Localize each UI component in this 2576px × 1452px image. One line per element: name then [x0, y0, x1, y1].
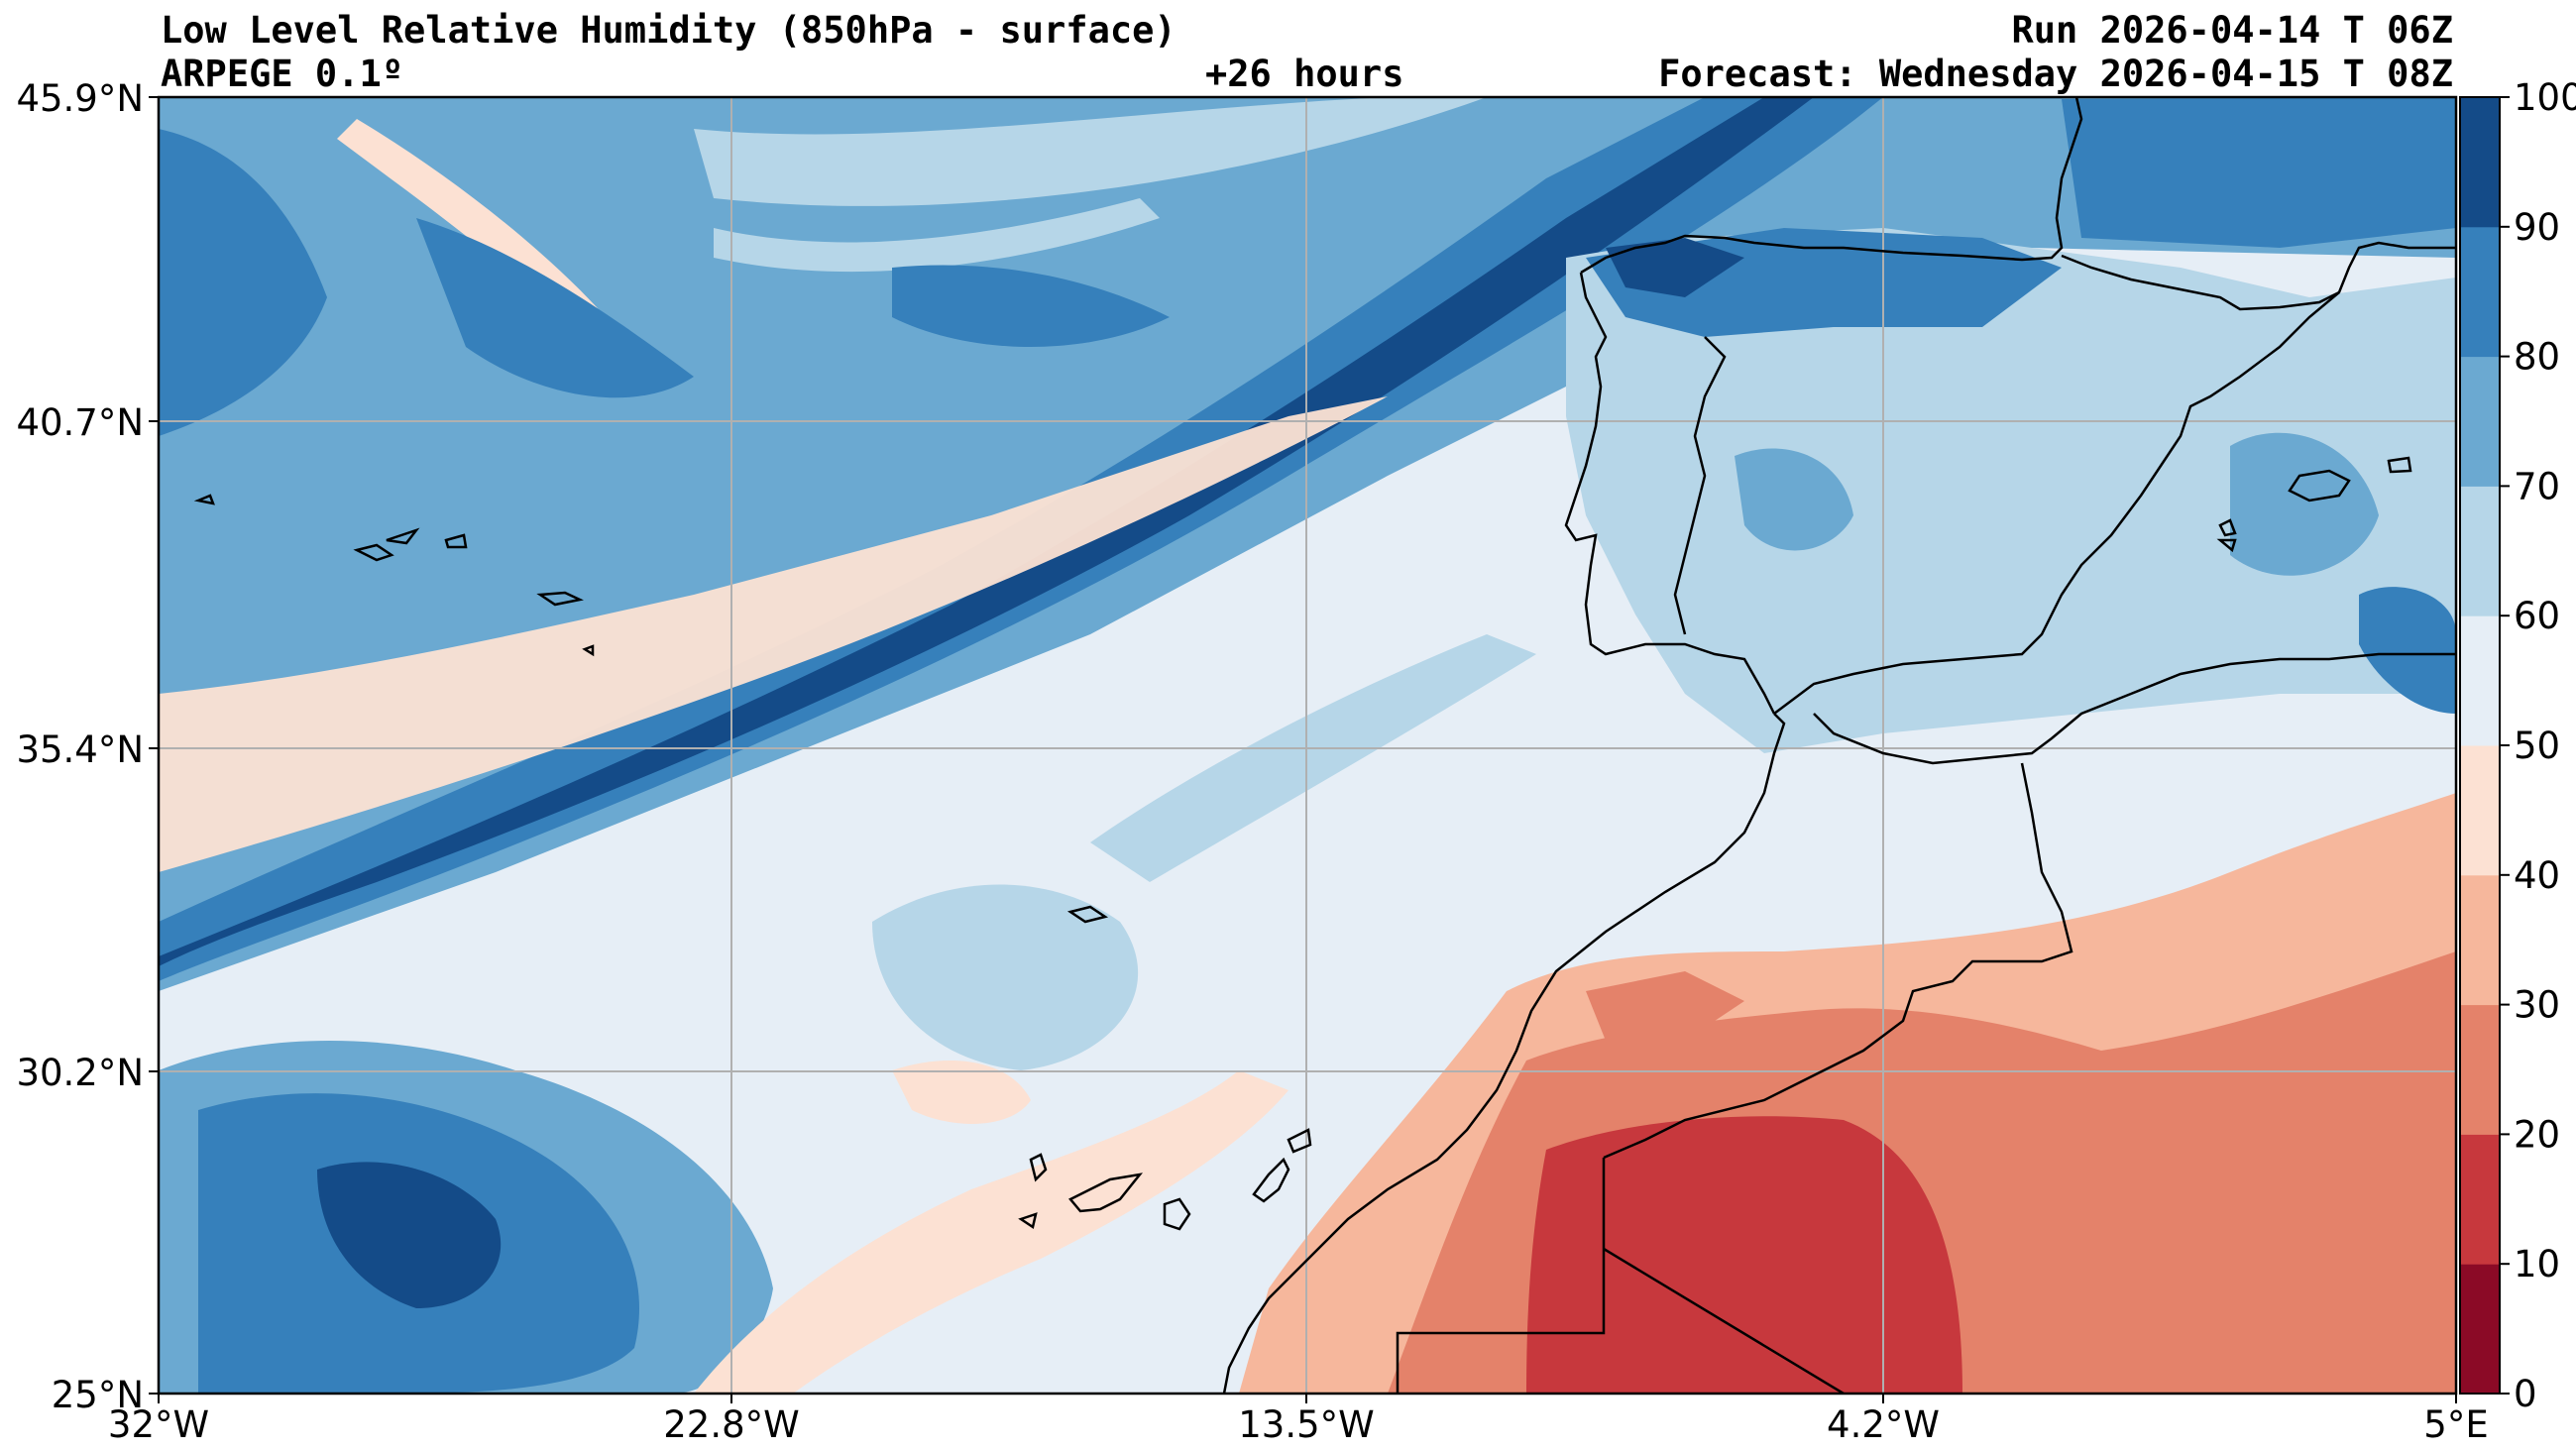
lon-label: 4.2°W	[1827, 1403, 1940, 1446]
lon-label: 22.8°W	[663, 1403, 799, 1446]
colorbar-segment	[2460, 356, 2500, 487]
colorbar-segment	[2460, 226, 2500, 358]
colorbar-segment	[2460, 1264, 2500, 1395]
lat-label: 40.7°N	[16, 401, 144, 444]
colorbar-label: 70	[2514, 465, 2560, 507]
model-label: ARPEGE 0.1º	[161, 53, 404, 95]
lat-label: 30.2°N	[16, 1052, 144, 1094]
colorbar-label: 60	[2514, 595, 2560, 637]
colorbar-segment	[2460, 486, 2500, 616]
lead-time-label: +26 hours	[1205, 53, 1404, 95]
lon-label: 32°W	[108, 1403, 209, 1446]
colorbar-label: 100	[2514, 76, 2576, 119]
colorbar-segment	[2460, 615, 2500, 746]
colorbar-label: 0	[2514, 1373, 2537, 1415]
colorbar-label: 50	[2514, 725, 2560, 767]
colorbar-segment	[2460, 1004, 2500, 1135]
colorbar-segment	[2460, 874, 2500, 1006]
forecast-label: Forecast: Wednesday 2026-04-15 T 08Z	[1658, 53, 2453, 95]
colorbar-label: 20	[2514, 1113, 2560, 1156]
lon-axis: 32°W 22.8°W 13.5°W 4.2°W 5°E	[108, 1394, 2489, 1446]
coastline	[193, 97, 2456, 1394]
lat-label: 25°N	[52, 1374, 144, 1416]
lon-label: 5°E	[2423, 1403, 2488, 1446]
colorbar-label: 10	[2514, 1243, 2560, 1285]
lat-label: 45.9°N	[16, 77, 144, 120]
lon-label: 13.5°W	[1238, 1403, 1374, 1446]
colorbar-label: 80	[2514, 336, 2560, 379]
map-title: Low Level Relative Humidity (850hPa - su…	[161, 9, 1176, 52]
colorbar-segment	[2460, 97, 2500, 228]
lat-axis: 45.9°N 40.7°N 35.4°N 30.2°N 25°N	[16, 77, 159, 1416]
lat-label: 35.4°N	[16, 728, 144, 771]
colorbar: 0 10 20 30 40 50 60 70 80 90 100	[2459, 76, 2576, 1415]
colorbar-segment	[2460, 1134, 2500, 1265]
run-label: Run 2026-04-14 T 06Z	[2011, 9, 2453, 52]
colorbar-label: 40	[2514, 854, 2560, 897]
graticule	[159, 97, 2456, 1394]
colorbar-segment	[2460, 745, 2500, 876]
colorbar-label: 30	[2514, 984, 2560, 1027]
colorbar-label: 90	[2514, 206, 2560, 249]
